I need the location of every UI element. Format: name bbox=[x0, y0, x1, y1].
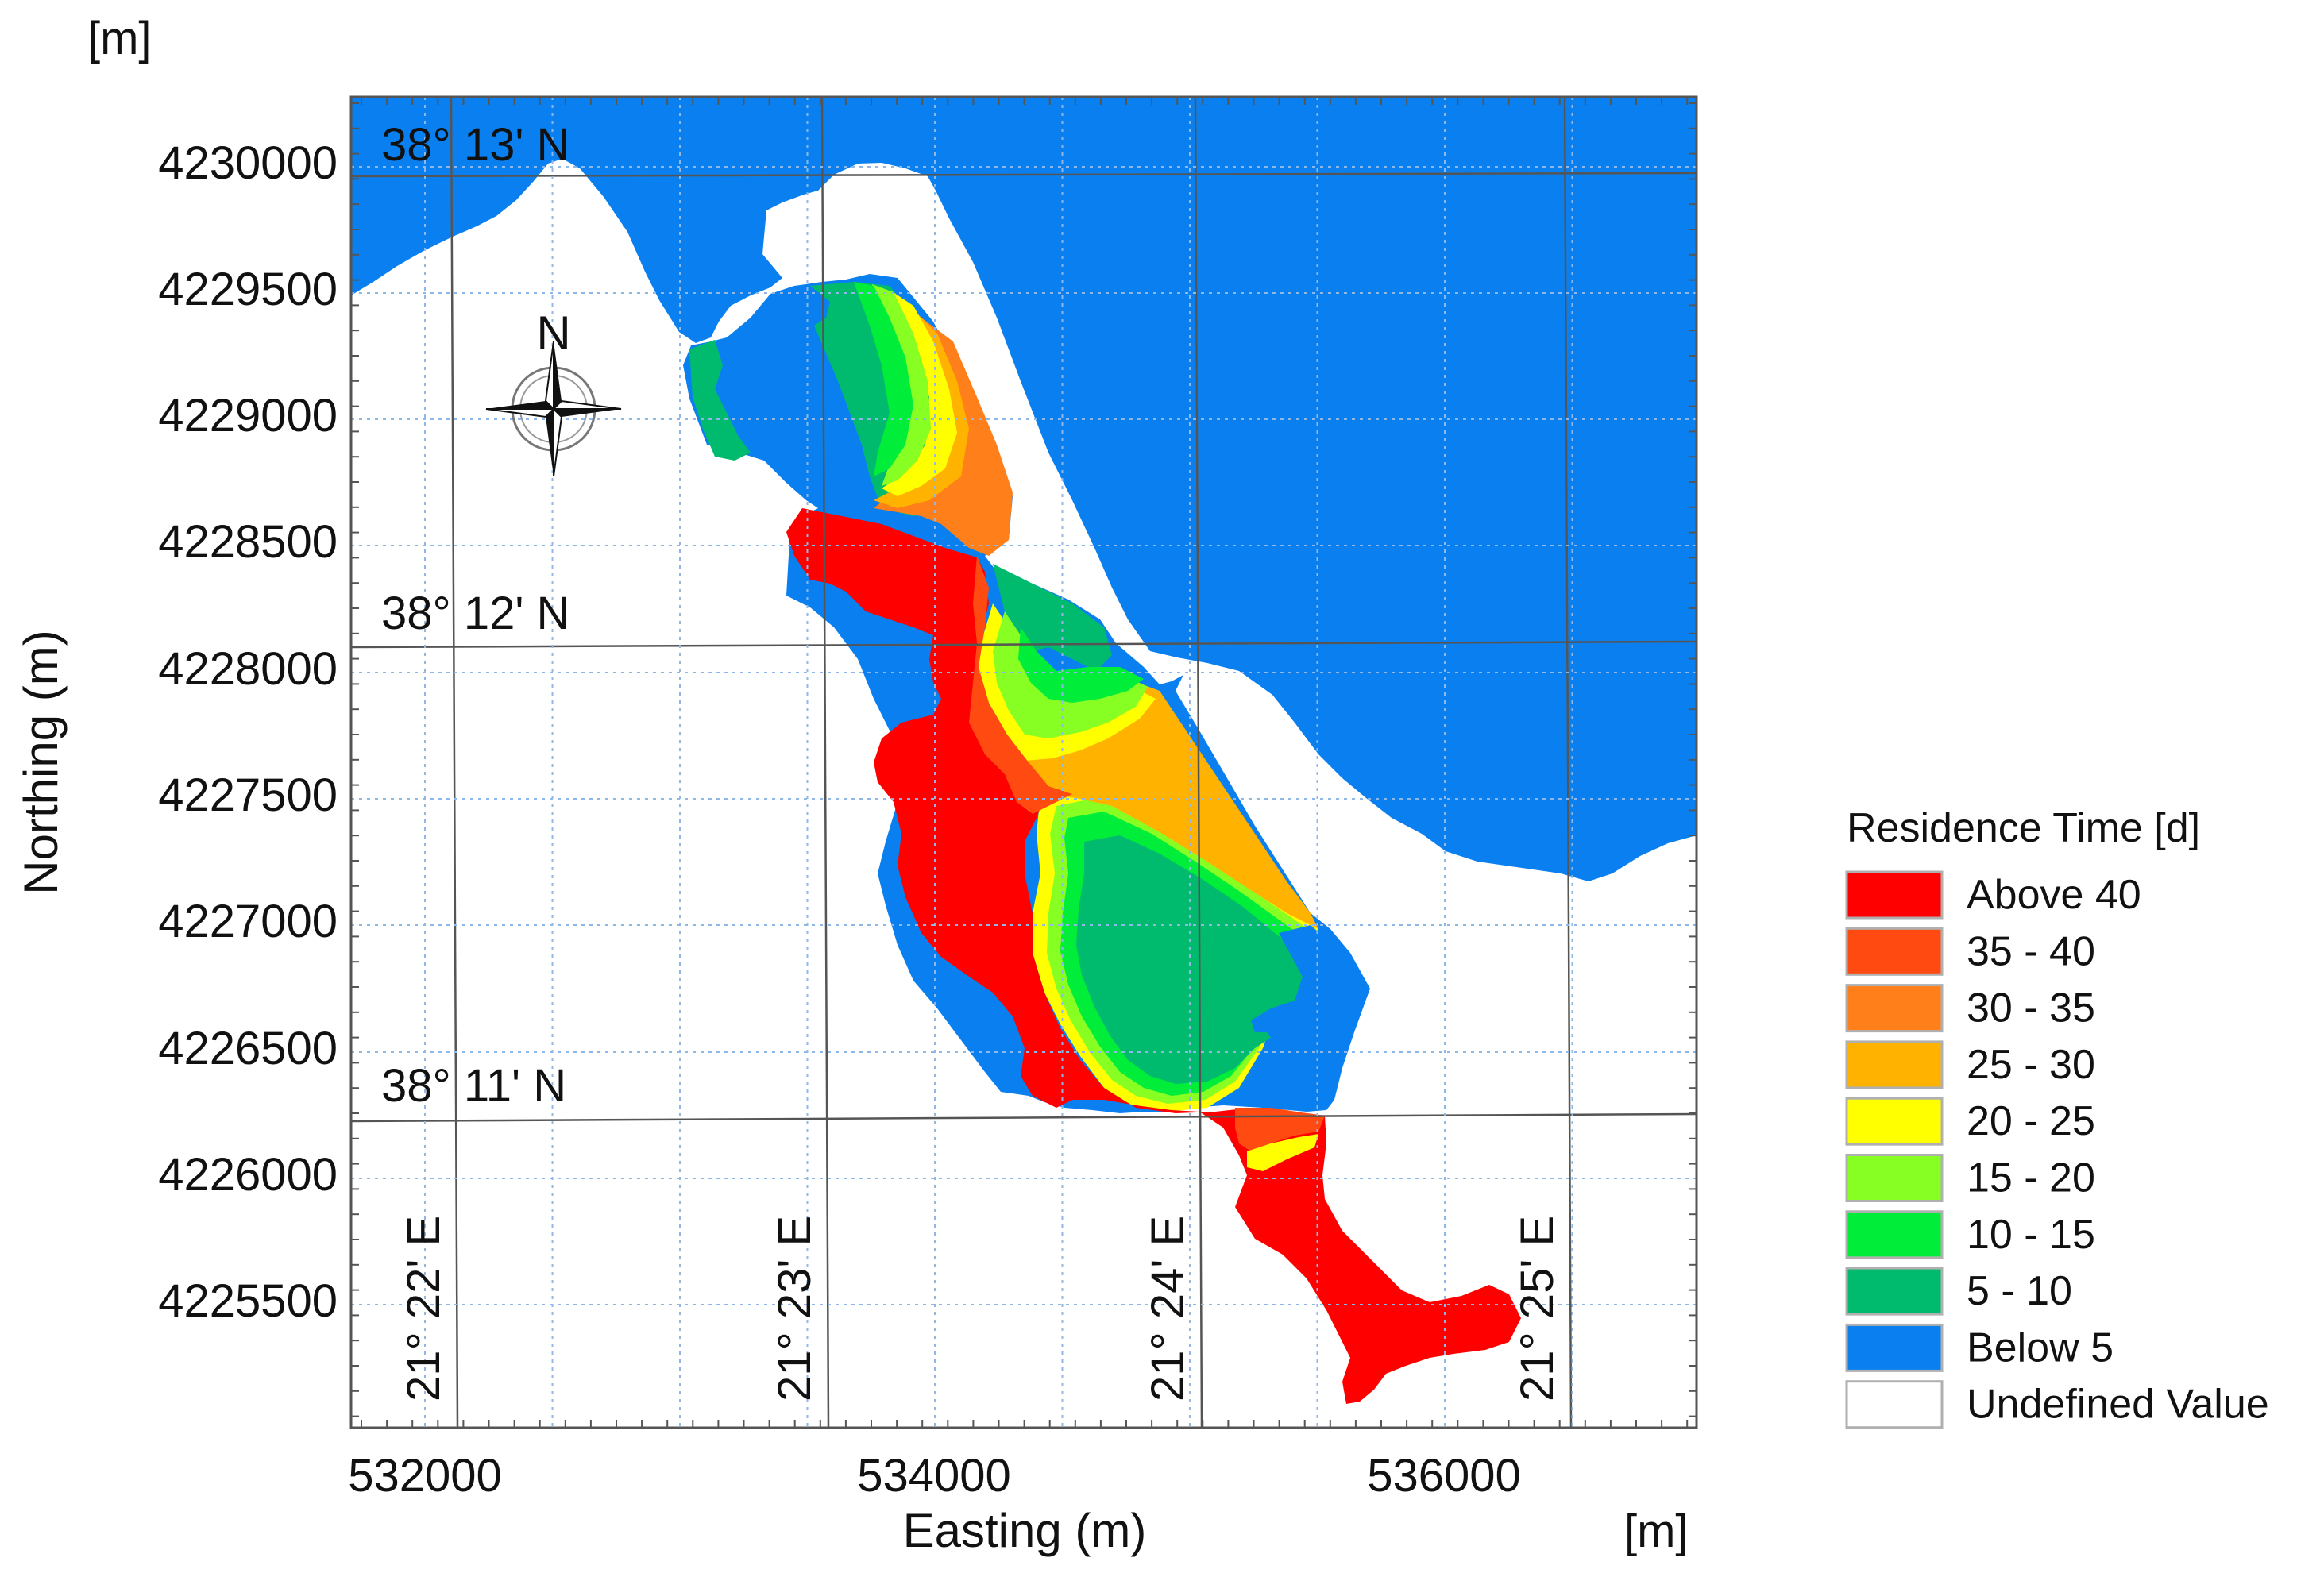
zone-below5-south bbox=[1251, 925, 1366, 1068]
legend-label: 25 - 30 bbox=[1967, 1042, 2095, 1088]
legend: Residence Time [d] Above 40 35 - 40 30 - 3… bbox=[1845, 805, 2269, 1429]
legend-swatch bbox=[1845, 1210, 1944, 1259]
x-tick-label: 532000 bbox=[348, 1450, 502, 1502]
longitude-label: 21° 23' E bbox=[769, 1216, 820, 1402]
tick-marks bbox=[351, 97, 1697, 1428]
compass-needle-east-icon bbox=[554, 409, 621, 417]
legend-swatch bbox=[1845, 1097, 1944, 1146]
y-tick-labels: 4230000 4229500 4229000 4228500 4228000 … bbox=[158, 137, 338, 1327]
zone-35-40-mid bbox=[969, 556, 1072, 814]
y-tick-label: 4226500 bbox=[158, 1023, 338, 1074]
zone-5-10-west bbox=[689, 340, 751, 461]
legend-swatch bbox=[1845, 870, 1944, 920]
legend-swatch bbox=[1845, 927, 1944, 976]
y-tick-label: 4226000 bbox=[158, 1149, 338, 1201]
zone-20-25-south-tail bbox=[1247, 1134, 1318, 1171]
legend-swatch bbox=[1845, 1323, 1944, 1372]
zone-20-25-north bbox=[882, 290, 957, 496]
compass-needle-south-icon bbox=[546, 409, 554, 476]
legend-swatch bbox=[1845, 1040, 1944, 1089]
longitude-label: 21° 24' E bbox=[1142, 1216, 1194, 1402]
y-tick-label: 4225500 bbox=[158, 1275, 338, 1327]
longitude-label: 21° 22' E bbox=[398, 1216, 450, 1402]
y-tick-label: 4227500 bbox=[158, 769, 338, 821]
legend-swatch bbox=[1845, 1380, 1944, 1429]
y-tick-label: 4227000 bbox=[158, 896, 338, 947]
zone-10-15-north bbox=[854, 282, 913, 476]
y-tick-label: 4228000 bbox=[158, 643, 338, 695]
longitude-label: 21° 25' E bbox=[1511, 1216, 1563, 1402]
y-tick-label: 4229000 bbox=[158, 390, 338, 441]
legend-label: 15 - 20 bbox=[1967, 1155, 2095, 1201]
compass-needle-west-icon bbox=[485, 408, 556, 418]
zone-10-15-mid bbox=[1018, 627, 1144, 703]
legend-label: Below 5 bbox=[1967, 1324, 2114, 1371]
legend-items: Above 40 35 - 40 30 - 35 25 - 30 20 - 25 15 -… bbox=[1845, 870, 2269, 1429]
x-tick-label: 534000 bbox=[857, 1450, 1011, 1502]
zone-above-40-main bbox=[786, 508, 1521, 1404]
y-tick-label: 4230000 bbox=[158, 137, 338, 189]
latitude-label: 38° 12' N bbox=[381, 588, 569, 639]
y-axis-title: Northing (m) bbox=[14, 630, 68, 894]
latitude-label: 38° 11' N bbox=[381, 1060, 566, 1112]
legend-label: Undefined Value bbox=[1967, 1382, 2269, 1428]
graticule bbox=[351, 97, 1697, 1428]
y-axis-unit: [m] bbox=[87, 13, 152, 64]
compass-needle-east-icon bbox=[551, 399, 622, 410]
x-tick-label: 536000 bbox=[1367, 1450, 1521, 1502]
zone-35-40-south bbox=[1235, 1108, 1325, 1151]
x-axis-title: Easting (m) bbox=[903, 1504, 1147, 1557]
y-tick-label: 4229500 bbox=[158, 264, 338, 315]
compass-needle-west-icon bbox=[486, 401, 554, 409]
x-tick-labels: 532000 534000 536000 bbox=[348, 1450, 1521, 1502]
legend-label: 30 - 35 bbox=[1967, 985, 2095, 1031]
legend-swatch bbox=[1845, 1267, 1944, 1316]
compass-rose: N bbox=[485, 307, 622, 477]
zone-15-20-north bbox=[872, 284, 931, 486]
latitude-label: 38° 13' N bbox=[381, 119, 569, 171]
x-axis-unit: [m] bbox=[1624, 1506, 1689, 1557]
legend-title: Residence Time [d] bbox=[1847, 805, 2200, 851]
legend-label: 35 - 40 bbox=[1967, 928, 2095, 974]
compass-needle-north-icon bbox=[554, 341, 562, 409]
legend-swatch bbox=[1845, 1154, 1944, 1202]
y-tick-label: 4228500 bbox=[158, 516, 338, 568]
legend-label: Above 40 bbox=[1967, 872, 2141, 918]
utm-grid bbox=[351, 97, 1697, 1428]
legend-swatch bbox=[1845, 984, 1944, 1033]
legend-label: 5 - 10 bbox=[1967, 1268, 2072, 1314]
legend-label: 10 - 15 bbox=[1967, 1212, 2095, 1258]
legend-label: 20 - 25 bbox=[1967, 1098, 2095, 1144]
